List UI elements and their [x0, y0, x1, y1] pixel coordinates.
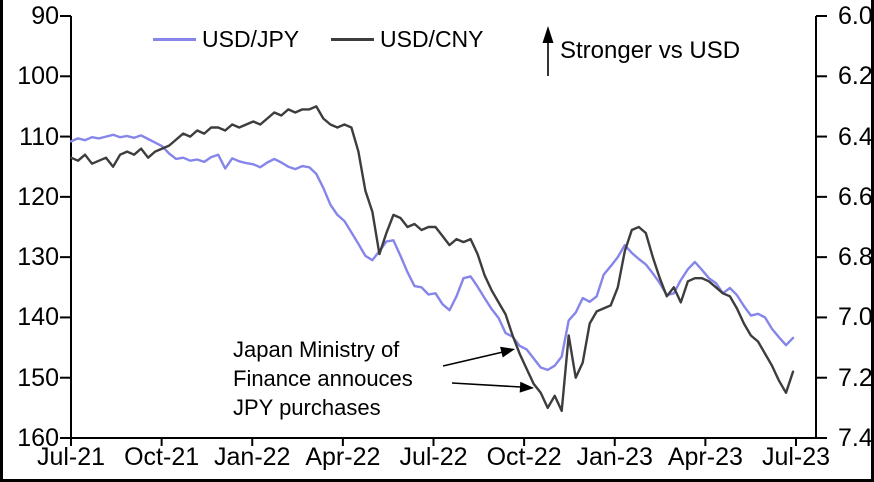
intervention-annotation-line1: Japan Ministry of — [233, 337, 400, 362]
stronger-arrow-icon — [542, 26, 554, 76]
usdjpy-line-swatch — [153, 37, 196, 41]
x-tick-label: Jul-23 — [761, 443, 831, 471]
y-right-tick-label: 7.4 — [838, 424, 873, 452]
y-left-tick-label: 120 — [17, 182, 59, 211]
y-right-tick-label: 6.0 — [838, 2, 873, 30]
usdcny-line-series — [69, 105, 795, 413]
chart-canvas — [60, 15, 827, 446]
y-left-tick-label: 150 — [17, 363, 59, 392]
usdjpy-line-series — [69, 133, 795, 372]
usdjpy-line — [69, 133, 795, 372]
legend-label-usdcny: USD/CNY — [380, 25, 484, 52]
y-left-tick-label: 100 — [17, 62, 59, 91]
y-right-tick-label: 7.0 — [838, 303, 873, 332]
x-tick-label: Apr-23 — [667, 443, 743, 471]
y-left-tick-label: 140 — [17, 303, 59, 332]
intervention-annotation-line2: Finance annouces — [233, 366, 413, 391]
y-right-tick-label: 6.4 — [838, 122, 873, 151]
y-left-tick-label: 110 — [19, 122, 59, 151]
y-left-tick-label: 160 — [17, 424, 59, 452]
legend-label-usdjpy: USD/JPY — [202, 25, 300, 52]
y-right-tick-label: 7.2 — [838, 363, 873, 392]
intervention-annotation-line3: JPY purchases — [233, 395, 381, 420]
usdcny-line-swatch — [331, 37, 374, 41]
x-tick-label: Oct-22 — [486, 443, 562, 471]
y-right-tick-label: 6.2 — [838, 62, 873, 91]
intervention-annotation: Japan Ministry of Finance annouces JPY p… — [233, 335, 413, 422]
x-tick-label: Apr-22 — [305, 443, 381, 471]
y-left-tick-label: 90 — [31, 2, 59, 30]
x-tick-label: Oct-21 — [124, 443, 200, 471]
axes — [60, 15, 827, 446]
x-tick-label: Jul-22 — [399, 443, 468, 471]
legend-item-usdjpy: USD/JPY — [153, 24, 299, 54]
y-right-tick-label: 6.6 — [838, 182, 873, 211]
annotation-arrow-lower — [451, 381, 534, 393]
y-left-tick-label: 130 — [17, 243, 59, 272]
x-tick-label: Jul-21 — [36, 443, 106, 471]
legend-item-usdcny: USD/CNY — [331, 24, 484, 54]
usdcny-line — [69, 105, 795, 413]
y-right-tick-label: 6.8 — [838, 243, 873, 272]
x-tick-label: Jan-22 — [214, 443, 291, 471]
stronger-vs-usd-label: Stronger vs USD — [560, 37, 741, 64]
annotation-arrow-upper — [442, 346, 515, 367]
x-tick-label: Jan-23 — [576, 443, 653, 471]
